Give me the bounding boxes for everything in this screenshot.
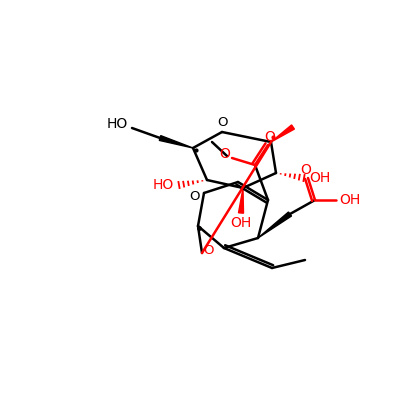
Text: O: O [190,190,200,204]
Text: HO: HO [152,178,174,192]
Polygon shape [258,212,292,238]
Text: O: O [204,244,214,256]
Text: O: O [300,163,312,177]
Polygon shape [159,136,193,148]
Text: HO: HO [106,117,128,131]
Text: OH: OH [230,216,252,230]
Text: O: O [217,116,227,130]
Text: O: O [264,130,276,144]
Text: OH: OH [309,171,331,185]
Polygon shape [238,188,244,213]
Polygon shape [271,125,294,142]
Text: OH: OH [339,193,361,207]
Text: O: O [220,147,230,161]
